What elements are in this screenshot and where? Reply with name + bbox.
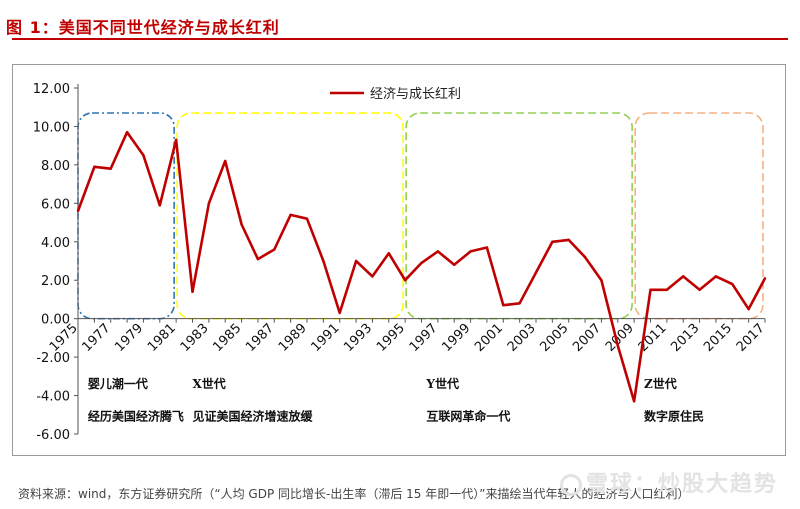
data-point	[453, 263, 456, 267]
generation-description: 数字原住民	[644, 409, 704, 424]
x-tick-label: 2007	[570, 321, 604, 355]
legend-label: 经济与成长红利	[370, 86, 461, 102]
generation-name: X世代	[193, 376, 226, 391]
data-point	[142, 154, 145, 157]
data-point	[665, 288, 669, 292]
data-point	[518, 302, 521, 305]
figure-title: 图 1：美国不同世代经济与成长红利	[6, 18, 280, 37]
y-tick-label: -4.00	[36, 390, 70, 405]
data-point	[567, 238, 570, 242]
data-point	[240, 223, 243, 226]
data-point	[682, 275, 685, 278]
data-point	[436, 250, 440, 253]
x-tick-label: 1983	[178, 321, 212, 355]
watermark-text: 雪球：炒股大趋势	[585, 472, 778, 497]
y-tick-label: 10.00	[33, 120, 70, 135]
data-point	[207, 202, 211, 205]
data-point	[551, 240, 554, 243]
generation-name: Y世代	[425, 376, 459, 391]
y-tick-label: 12.00	[33, 82, 70, 97]
data-point	[256, 257, 260, 261]
data-point	[158, 204, 161, 207]
line-chart: -6.00 -4.00 -2.00 0.00 2.00 4.00 6.00 8.00 10.00…	[33, 82, 768, 443]
data-point	[420, 261, 423, 265]
generation-description: 互联网革命一代	[426, 409, 510, 424]
y-tick-label: 6.00	[41, 197, 70, 212]
data-point	[305, 217, 309, 220]
data-point	[354, 259, 358, 263]
x-tick-label: 2013	[668, 321, 702, 355]
x-tick-label: 1985	[210, 321, 244, 355]
data-point	[763, 277, 767, 280]
generation-box	[77, 112, 175, 320]
y-tick-label: 4.00	[41, 236, 70, 251]
generation-description: 经历美国经济腾飞	[88, 409, 184, 424]
data-point	[632, 400, 636, 403]
data-point	[174, 138, 178, 142]
generation-name: 婴儿潮一代	[88, 376, 148, 391]
data-point	[76, 209, 80, 213]
data-point	[502, 304, 505, 307]
y-tick-label: 0.00	[41, 313, 70, 328]
x-tick-label: 1993	[341, 321, 375, 355]
data-point	[109, 167, 112, 170]
data-point	[714, 275, 718, 278]
x-tick-label: 1989	[276, 321, 310, 355]
x-tick-label: 1981	[145, 321, 179, 355]
snowball-logo-icon	[559, 474, 582, 496]
x-tick-label: 2001	[472, 321, 506, 355]
chart-frame: -6.00 -4.00 -2.00 0.00 2.00 4.00 6.00 8.00 10.00…	[12, 64, 786, 456]
generation-box	[634, 112, 764, 320]
data-point	[125, 131, 129, 134]
x-tick-label: 2003	[505, 321, 539, 355]
data-point	[747, 307, 750, 311]
x-tick-label: 1999	[439, 321, 473, 355]
figure-header	[12, 8, 788, 40]
x-tick-label: 1979	[112, 321, 146, 355]
data-point	[698, 288, 701, 292]
x-tick-label: 1995	[374, 321, 408, 355]
data-point	[371, 275, 374, 278]
data-point	[649, 288, 652, 292]
data-point	[616, 344, 619, 347]
data-point	[191, 290, 194, 293]
x-tick-label: 1997	[407, 321, 441, 355]
x-tick-label: 1987	[243, 321, 277, 355]
source-note: 资料来源：wind，东方证券研究所（“人均 GDP 同比增长-出生率（滞后 15…	[18, 487, 690, 501]
data-point	[289, 213, 292, 217]
data-point	[273, 248, 276, 251]
y-tick-label: -2.00	[36, 351, 70, 366]
data-point	[93, 165, 96, 169]
generation-description: 见证美国经济增速放缓	[193, 409, 314, 424]
y-tick-label: 8.00	[41, 159, 70, 174]
data-point	[731, 282, 734, 286]
x-tick-label: 2015	[701, 321, 735, 355]
data-point	[338, 311, 341, 315]
data-point	[583, 255, 587, 259]
x-tick-label: 2005	[538, 321, 572, 355]
x-tick-label: 1977	[80, 321, 114, 355]
data-point	[322, 259, 325, 263]
data-point	[485, 246, 489, 249]
data-point	[600, 279, 603, 282]
generation-name: Z世代	[644, 376, 677, 391]
x-tick-label: 1991	[309, 321, 343, 355]
generation-box	[405, 112, 633, 320]
y-tick-label: 2.00	[41, 274, 70, 289]
x-tick-label: 2017	[734, 321, 768, 355]
data-point	[224, 159, 227, 163]
data-point	[387, 252, 390, 255]
data-point	[469, 250, 472, 253]
series-line	[76, 130, 767, 403]
watermark: 雪球：炒股大趋势	[559, 466, 778, 498]
data-point	[534, 271, 538, 274]
data-point	[403, 279, 407, 282]
y-tick-label: -6.00	[36, 428, 70, 443]
